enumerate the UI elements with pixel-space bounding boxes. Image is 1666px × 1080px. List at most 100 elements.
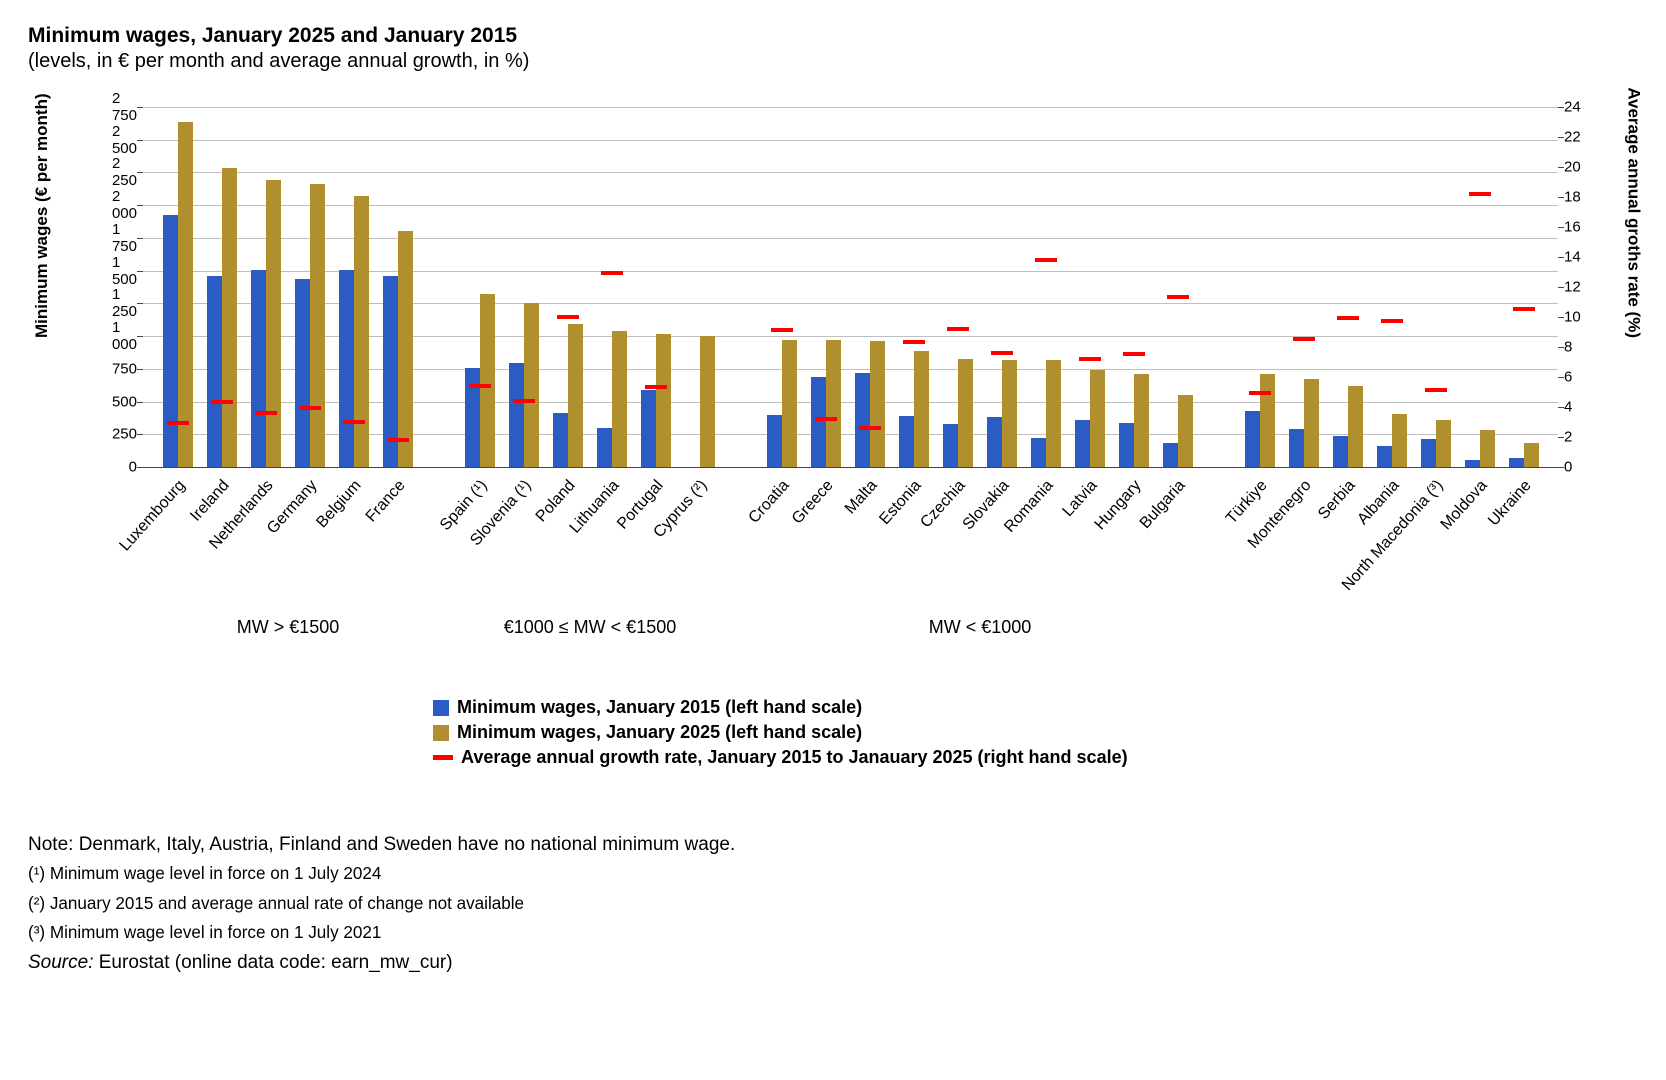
bar-2015 bbox=[1031, 438, 1046, 467]
ytick-left: 1 750 bbox=[112, 221, 143, 255]
ytick-right: 18 bbox=[1558, 189, 1581, 206]
legend-label-growth: Average annual growth rate, January 2015… bbox=[461, 747, 1128, 768]
ytick-left: 2 000 bbox=[112, 188, 143, 222]
growth-marker bbox=[903, 340, 925, 344]
growth-marker bbox=[1079, 357, 1101, 361]
ytick-left: 1 000 bbox=[112, 319, 143, 353]
growth-marker bbox=[167, 421, 189, 425]
gridline bbox=[143, 140, 1558, 141]
bar-2025 bbox=[1178, 395, 1193, 467]
bar-2015 bbox=[987, 417, 1002, 467]
bar-2025 bbox=[310, 184, 325, 467]
growth-marker bbox=[299, 406, 321, 410]
growth-marker bbox=[1035, 258, 1057, 262]
ytick-right: 12 bbox=[1558, 279, 1581, 296]
bar-2025 bbox=[1348, 386, 1363, 467]
bar-2015 bbox=[251, 270, 266, 467]
source-label: Source: bbox=[28, 952, 93, 973]
gridline bbox=[143, 107, 1558, 108]
page: Minimum wages, January 2025 and January … bbox=[0, 0, 1666, 1080]
bar-2015 bbox=[1163, 443, 1178, 467]
note-1: (¹) Minimum wage level in force on 1 Jul… bbox=[28, 859, 1656, 888]
bar-2015 bbox=[1333, 436, 1348, 467]
bar-2015 bbox=[1075, 420, 1090, 467]
legend-item-growth: Average annual growth rate, January 2015… bbox=[433, 747, 1656, 768]
plot-area: 02505007501 0001 2501 5001 7502 0002 250… bbox=[143, 107, 1558, 468]
growth-marker bbox=[1249, 391, 1271, 395]
bar-2015 bbox=[811, 377, 826, 467]
bar-2025 bbox=[958, 359, 973, 467]
x-axis-label: Croatia bbox=[745, 477, 793, 527]
x-axis-label: Moldova bbox=[1438, 477, 1492, 534]
chart-title: Minimum wages, January 2025 and January … bbox=[28, 24, 1656, 48]
growth-marker bbox=[557, 315, 579, 319]
legend-label-2015: Minimum wages, January 2015 (left hand s… bbox=[457, 697, 862, 718]
growth-marker bbox=[645, 385, 667, 389]
growth-marker bbox=[343, 420, 365, 424]
gridline bbox=[143, 172, 1558, 173]
ytick-right: 0 bbox=[1558, 459, 1572, 476]
group-label: MW > €1500 bbox=[237, 617, 340, 638]
ytick-left: 250 bbox=[112, 426, 143, 443]
bar-2025 bbox=[1304, 379, 1319, 467]
bar-2025 bbox=[480, 294, 495, 467]
bar-2025 bbox=[1134, 374, 1149, 467]
bar-2025 bbox=[1090, 370, 1105, 467]
group-label: MW < €1000 bbox=[929, 617, 1032, 638]
bar-2015 bbox=[1421, 439, 1436, 467]
ytick-right: 14 bbox=[1558, 249, 1581, 266]
source-line: Source: Eurostat (online data code: earn… bbox=[28, 948, 1656, 977]
bar-2025 bbox=[700, 336, 715, 467]
legend: Minimum wages, January 2015 (left hand s… bbox=[433, 697, 1656, 768]
growth-marker bbox=[1337, 316, 1359, 320]
growth-marker bbox=[1293, 337, 1315, 341]
bar-2015 bbox=[1509, 458, 1524, 467]
legend-swatch-2015 bbox=[433, 700, 449, 716]
legend-item-2025: Minimum wages, January 2025 (left hand s… bbox=[433, 722, 1656, 743]
ytick-right: 6 bbox=[1558, 369, 1572, 386]
x-axis-label: Malta bbox=[842, 477, 882, 518]
x-axis-label: Latvia bbox=[1059, 477, 1101, 521]
bar-2025 bbox=[1260, 374, 1275, 467]
legend-label-2025: Minimum wages, January 2025 (left hand s… bbox=[457, 722, 862, 743]
bar-2025 bbox=[656, 334, 671, 467]
bar-2015 bbox=[641, 390, 656, 467]
growth-marker bbox=[469, 384, 491, 388]
bar-2015 bbox=[163, 215, 178, 467]
note-2: (²) January 2015 and average annual rate… bbox=[28, 889, 1656, 918]
ytick-left: 750 bbox=[112, 360, 143, 377]
growth-marker bbox=[601, 271, 623, 275]
bar-2025 bbox=[222, 168, 237, 467]
bar-2025 bbox=[826, 340, 841, 467]
legend-swatch-2025 bbox=[433, 725, 449, 741]
bar-2015 bbox=[597, 428, 612, 467]
bar-2025 bbox=[914, 351, 929, 467]
legend-swatch-growth bbox=[433, 755, 453, 760]
chart: Minimum wages (€ per month) Average annu… bbox=[48, 107, 1628, 597]
growth-marker bbox=[815, 417, 837, 421]
growth-marker bbox=[947, 327, 969, 331]
note-main: Note: Denmark, Italy, Austria, Finland a… bbox=[28, 830, 1656, 859]
ytick-right: 22 bbox=[1558, 129, 1581, 146]
bar-2025 bbox=[178, 122, 193, 467]
ytick-left: 1 500 bbox=[112, 254, 143, 288]
ytick-right: 8 bbox=[1558, 339, 1572, 356]
growth-marker bbox=[1469, 192, 1491, 196]
ytick-right: 2 bbox=[1558, 429, 1572, 446]
bar-2025 bbox=[568, 324, 583, 467]
growth-marker bbox=[1167, 295, 1189, 299]
bar-2025 bbox=[1436, 420, 1451, 467]
ytick-left: 0 bbox=[129, 459, 143, 476]
bar-2025 bbox=[1524, 443, 1539, 467]
bar-2015 bbox=[1465, 460, 1480, 467]
ytick-left: 2 250 bbox=[112, 155, 143, 189]
ytick-right: 24 bbox=[1558, 99, 1581, 116]
x-axis-label: Luxembourg bbox=[116, 477, 189, 555]
bar-2015 bbox=[1119, 423, 1134, 467]
ytick-right: 10 bbox=[1558, 309, 1581, 326]
bar-2025 bbox=[782, 340, 797, 467]
bar-2015 bbox=[1289, 429, 1304, 467]
x-axis-label: Belgium bbox=[313, 477, 365, 532]
ytick-left: 2 500 bbox=[112, 123, 143, 157]
bar-2025 bbox=[266, 180, 281, 467]
